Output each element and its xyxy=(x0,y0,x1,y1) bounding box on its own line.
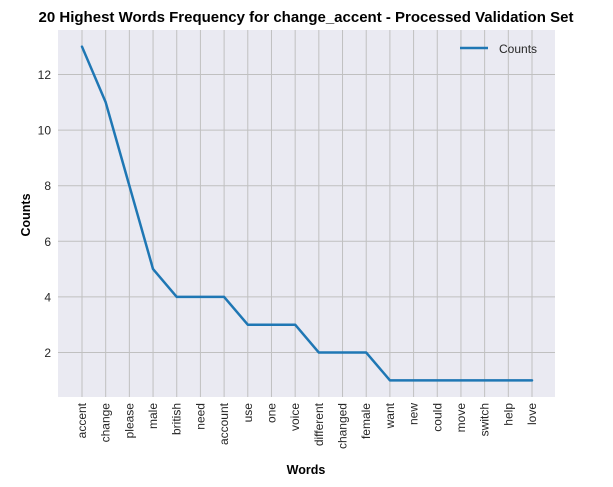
x-tick-label: new xyxy=(407,403,421,425)
y-tick-label: 2 xyxy=(44,346,51,360)
chart-title: 20 Highest Words Frequency for change_ac… xyxy=(39,9,574,26)
x-tick-label: want xyxy=(383,402,397,429)
series-layer xyxy=(80,45,534,382)
x-axis-ticks: accent change please male british need account… xyxy=(75,402,539,449)
y-axis-label: Counts xyxy=(19,193,33,236)
x-tick-label: move xyxy=(454,403,468,433)
x-tick-label: love xyxy=(525,403,539,425)
x-tick-label: male xyxy=(146,403,160,429)
y-axis-ticks: 2 4 6 8 10 12 xyxy=(38,68,52,360)
legend: Counts xyxy=(460,42,537,56)
x-axis-label: Words xyxy=(287,463,326,477)
x-tick-label: account xyxy=(217,402,231,445)
y-tick-label: 4 xyxy=(44,290,51,304)
series-line-counts xyxy=(80,45,534,382)
x-tick-label: help xyxy=(501,403,515,426)
x-tick-label: need xyxy=(193,403,207,430)
x-tick-label: please xyxy=(122,403,136,439)
x-tick-label: switch xyxy=(478,403,492,436)
x-tick-label: one xyxy=(264,403,278,423)
x-tick-label: different xyxy=(312,402,326,446)
x-tick-label: british xyxy=(170,403,184,435)
x-tick-label: changed xyxy=(336,403,350,449)
x-tick-label: use xyxy=(241,403,255,423)
x-tick-label: could xyxy=(430,403,444,432)
y-tick-label: 10 xyxy=(38,124,52,138)
x-tick-label: accent xyxy=(75,402,89,438)
legend-label: Counts xyxy=(499,42,537,56)
plot-area xyxy=(58,30,555,397)
y-tick-label: 6 xyxy=(44,235,51,249)
x-tick-label: voice xyxy=(288,403,302,431)
grid xyxy=(58,30,555,397)
x-tick-label: change xyxy=(99,403,113,443)
x-tick-label: female xyxy=(359,403,373,439)
y-tick-label: 8 xyxy=(44,179,51,193)
y-tick-label: 12 xyxy=(38,68,52,82)
